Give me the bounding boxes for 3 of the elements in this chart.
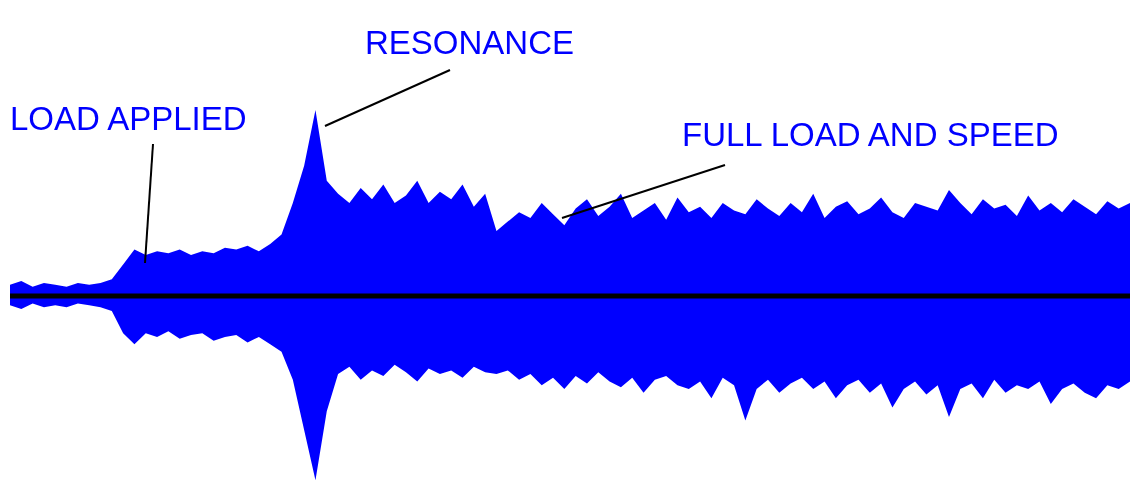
annotation: LOAD APPLIED: [10, 100, 247, 137]
text: RESONANCE: [365, 24, 575, 61]
annotation: FULL LOAD AND SPEED: [682, 116, 1059, 153]
